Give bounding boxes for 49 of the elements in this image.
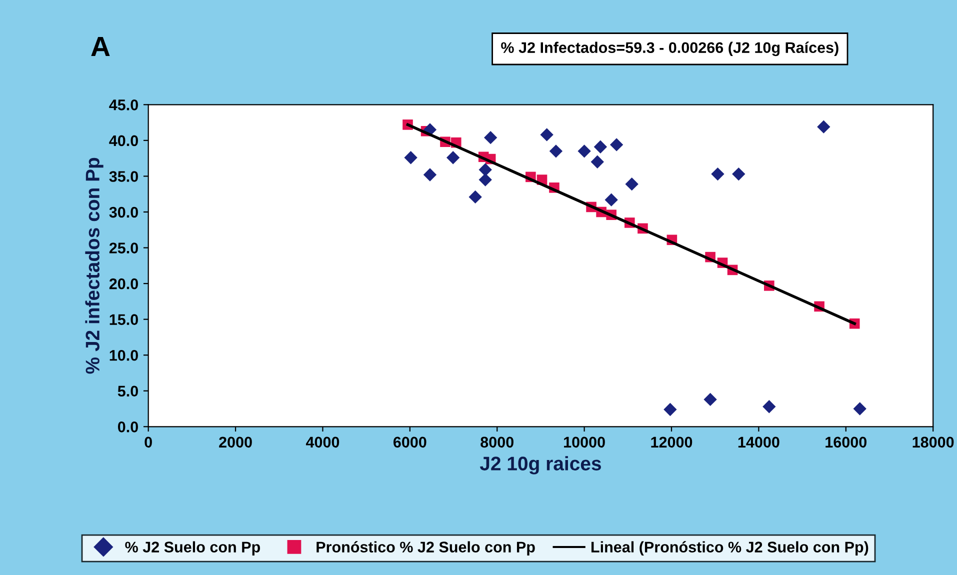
point [404, 151, 418, 164]
point [578, 144, 591, 158]
x-tick-label: 18000 [912, 436, 954, 448]
y-tick-label: 35.0 [109, 171, 138, 182]
x-tick-label: 10000 [564, 436, 605, 448]
y-tick-label: 30.0 [109, 206, 138, 218]
point [478, 163, 492, 176]
legend-label: Pronóstico % J2 Suelo con Pp [316, 541, 535, 556]
x-tick-label: 6000 [393, 436, 426, 448]
y-tick-label: 15.0 [110, 314, 138, 326]
point [478, 173, 492, 186]
point [704, 392, 717, 406]
chart-title: A [91, 36, 110, 56]
y-axis-title: % J2 infectados con Pp [85, 158, 104, 374]
point [711, 167, 724, 181]
text: % J2 Infectados=59.3 - 0.00266 (J2 10g Raíces) [501, 42, 838, 56]
point [590, 155, 604, 168]
x-tick-label: 4000 [306, 436, 340, 448]
point [446, 151, 460, 164]
point [423, 168, 437, 182]
point [540, 128, 554, 142]
y-tick-label: 5.0 [118, 386, 138, 397]
point [853, 402, 866, 416]
x-tick-label: 12000 [651, 436, 692, 448]
point [625, 177, 638, 191]
legend-label: Lineal (Pronóstico % J2 Suelo con Pp) [591, 541, 868, 556]
x-tick-label: 8000 [480, 436, 514, 448]
y-tick-label: 20.0 [109, 278, 138, 290]
y-tick-label: 40.0 [109, 135, 138, 146]
point [762, 400, 776, 414]
y-tick-label: 25.0 [109, 242, 138, 254]
legend-label: % J2 Suelo con Pp [125, 541, 260, 556]
x-tick-label: 14000 [738, 436, 780, 448]
x-tick-label: 0 [144, 436, 152, 448]
point [610, 138, 624, 152]
y-tick-label: 10.0 [110, 350, 138, 361]
y-tick-label: 45.0 [109, 100, 138, 110]
point [664, 402, 677, 416]
point [604, 193, 618, 206]
point [594, 140, 608, 154]
y-tick-label: 0.0 [118, 422, 138, 432]
point [732, 167, 746, 181]
x-axis-title: J2 10g raices [480, 456, 601, 474]
point [549, 144, 563, 158]
point [817, 120, 830, 134]
point [468, 190, 482, 204]
x-tick-label: 2000 [219, 436, 252, 448]
point [484, 130, 498, 144]
x-tick-label: 16000 [826, 436, 866, 448]
